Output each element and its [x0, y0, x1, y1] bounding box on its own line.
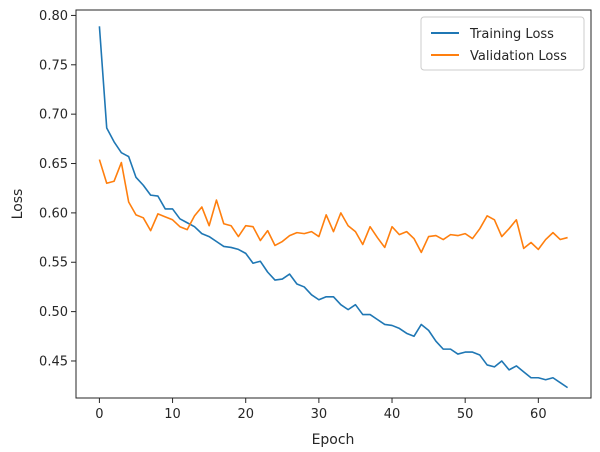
x-tick-label: 10 — [164, 407, 181, 422]
x-axis-ticks: 0 10 20 30 40 50 60 — [95, 398, 547, 422]
x-tick-label: 20 — [237, 407, 254, 422]
y-tick-label: 0.55 — [39, 256, 68, 271]
legend-box — [420, 16, 585, 71]
plot-area — [98, 26, 569, 389]
legend: Training Loss Validation Loss — [420, 16, 585, 71]
y-tick-label: 0.45 — [39, 354, 68, 369]
x-tick-label: 50 — [457, 407, 474, 422]
y-axis-label: Loss — [10, 189, 26, 220]
x-axis-label: Epoch — [312, 432, 355, 448]
y-tick-label: 0.70 — [39, 108, 68, 123]
y-tick-label: 0.50 — [39, 305, 68, 320]
y-axis-ticks: 0.45 0.50 0.55 0.60 0.65 0.70 0.75 0.80 — [39, 9, 76, 369]
y-tick-label: 0.80 — [39, 9, 68, 24]
x-tick-label: 30 — [311, 407, 328, 422]
x-tick-label: 40 — [384, 407, 401, 422]
training-loss-line — [98, 26, 569, 389]
axes-frame — [75, 9, 592, 399]
y-tick-label: 0.75 — [39, 58, 68, 73]
y-tick-label: 0.60 — [39, 206, 68, 221]
validation-loss-line — [98, 159, 568, 254]
legend-label-training: Training Loss — [469, 27, 554, 42]
x-tick-label: 60 — [530, 407, 547, 422]
legend-label-validation: Validation Loss — [470, 49, 567, 64]
y-tick-label: 0.65 — [39, 157, 68, 172]
x-tick-label: 0 — [95, 407, 103, 422]
